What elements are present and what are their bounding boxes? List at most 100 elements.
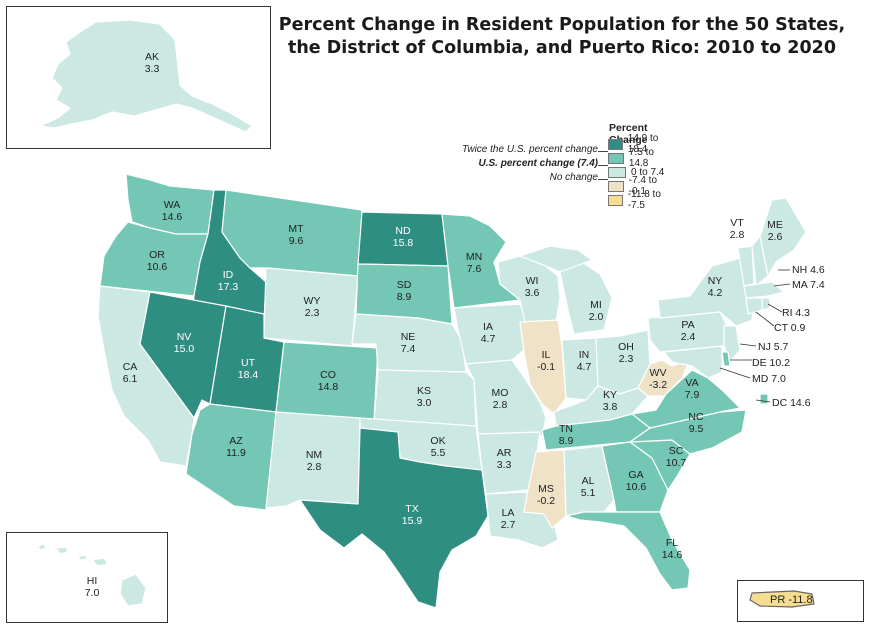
state-value: 2.3 <box>619 353 634 365</box>
state-abbr: IN <box>579 349 590 361</box>
state-value: 2.8 <box>493 399 508 411</box>
state-value: 2.6 <box>768 231 783 243</box>
state-value: 9.6 <box>289 235 304 247</box>
state-value: -11.8 <box>788 594 812 606</box>
state-abbr: DC <box>772 397 788 409</box>
state-value: 7.0 <box>85 587 100 599</box>
state-abbr: PA <box>681 319 694 331</box>
label-TX: TX 15.9 <box>402 503 423 527</box>
state-value: 3.0 <box>417 397 432 409</box>
state-value: 14.6 <box>662 549 683 561</box>
state-abbr: VT <box>730 217 744 229</box>
state-CT <box>745 297 763 315</box>
state-abbr: ME <box>767 219 783 231</box>
label-SD: SD 8.9 <box>397 279 412 303</box>
state-abbr: KS <box>417 385 431 397</box>
state-value: 2.8 <box>730 229 745 241</box>
label-MD: MD 7.0 <box>752 373 786 385</box>
state-abbr: FL <box>666 537 678 549</box>
state-value: 14.6 <box>162 211 183 223</box>
state-abbr: NM <box>306 449 322 461</box>
legend-label-4: -7.4 to -0.1 <box>628 175 658 197</box>
label-RI: RI 4.3 <box>782 307 810 319</box>
leader-lines <box>719 269 791 403</box>
state-value: 10.7 <box>666 457 687 469</box>
label-ND: ND 15.8 <box>393 225 414 249</box>
state-value: 14.8 <box>318 381 339 393</box>
state-value: 5.7 <box>774 341 789 353</box>
label-IA: IA 4.7 <box>481 321 496 345</box>
legend-swatch-5 <box>608 194 623 206</box>
state-abbr: OK <box>430 435 445 447</box>
label-CA: CA 6.1 <box>123 361 138 385</box>
state-value: 3.8 <box>603 401 618 413</box>
state-value: 10.2 <box>770 357 791 369</box>
title-line-2: the District of Columbia, and Puerto Ric… <box>287 38 836 58</box>
label-PA: PA 2.4 <box>681 319 696 343</box>
state-abbr: MD <box>752 373 769 385</box>
state-value: 15.8 <box>393 237 414 249</box>
state-MD <box>663 345 723 379</box>
legend-note-us: U.S. percent change (7.4) <box>478 158 598 169</box>
state-value: 15.0 <box>174 343 195 355</box>
label-AL: AL 5.1 <box>581 475 596 499</box>
state-value: 3.3 <box>145 63 160 75</box>
legend-note-none: No change <box>549 172 598 183</box>
state-abbr: CT <box>774 322 789 334</box>
label-NV: NV 15.0 <box>174 331 195 355</box>
state-abbr: MS <box>538 483 554 495</box>
label-OK: OK 5.5 <box>430 435 445 459</box>
state-value: 3.6 <box>525 287 540 299</box>
state-value: 6.1 <box>123 373 138 385</box>
state-DE <box>721 351 731 367</box>
state-VA <box>631 369 741 429</box>
label-FL: FL 14.6 <box>662 537 683 561</box>
state-value: 0.9 <box>791 322 806 334</box>
legend-row-1: 14.9 to 18.4 <box>608 133 670 155</box>
label-CO: CO 14.8 <box>318 369 339 393</box>
state-value: 2.7 <box>501 519 516 531</box>
state-value: 3.3 <box>497 459 512 471</box>
state-value: 18.4 <box>238 369 259 381</box>
state-abbr: MA <box>792 279 808 291</box>
state-value: 8.9 <box>397 291 412 303</box>
label-TN: TN 8.9 <box>559 423 574 447</box>
state-abbr: KY <box>603 389 617 401</box>
label-WA: WA 14.6 <box>162 199 183 223</box>
label-MA: MA 7.4 <box>792 279 825 291</box>
state-abbr: AZ <box>229 435 243 447</box>
legend-label-5: -11.8 to -7.5 <box>627 189 661 211</box>
state-abbr: NH <box>792 264 807 276</box>
state-value: 7.4 <box>401 343 416 355</box>
label-VT: VT 2.8 <box>730 217 745 241</box>
state-abbr: ND <box>395 225 411 237</box>
label-KY: KY 3.8 <box>603 389 618 413</box>
state-value: 2.8 <box>307 461 322 473</box>
state-abbr: HI <box>87 575 98 587</box>
label-MN: MN 7.6 <box>466 251 482 275</box>
legend: Percent Change 14.9 to 18.4 7.5 to 14.8 … <box>440 122 670 217</box>
state-value: 5.5 <box>431 447 446 459</box>
state-abbr: PR <box>770 594 785 606</box>
state-abbr: AR <box>497 447 512 459</box>
legend-note-none-line <box>598 179 608 180</box>
state-value: 5.1 <box>581 487 596 499</box>
state-HI-2 <box>55 546 69 555</box>
state-abbr: VA <box>685 377 698 389</box>
legend-label-3: 0 to 7.4 <box>631 166 665 178</box>
label-IN: IN 4.7 <box>577 349 592 373</box>
state-abbr: SC <box>669 445 684 457</box>
label-AZ: AZ 11.9 <box>226 435 246 459</box>
state-value: 17.3 <box>218 281 239 293</box>
label-AR: AR 3.3 <box>497 447 512 471</box>
legend-row-5: -11.8 to -7.5 <box>608 189 670 211</box>
label-SC: SC 10.7 <box>666 445 687 469</box>
state-abbr: OH <box>618 341 634 353</box>
state-HI-3 <box>77 554 88 561</box>
legend-swatch-3 <box>608 166 626 178</box>
state-abbr: NV <box>177 331 192 343</box>
state-abbr: MO <box>492 387 509 399</box>
map-title: Percent Change in Resident Population fo… <box>262 14 862 60</box>
label-MI: MI 2.0 <box>589 299 604 323</box>
